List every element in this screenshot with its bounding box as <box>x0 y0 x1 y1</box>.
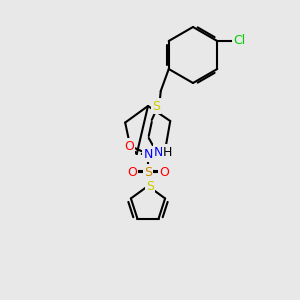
Text: S: S <box>152 100 160 112</box>
Text: S: S <box>144 166 152 178</box>
Text: N: N <box>154 146 164 158</box>
Text: N: N <box>143 148 153 160</box>
Text: O: O <box>127 166 137 178</box>
Text: H: H <box>163 146 172 158</box>
Text: O: O <box>124 140 134 152</box>
Text: Cl: Cl <box>233 34 245 47</box>
Text: O: O <box>159 166 169 178</box>
Text: S: S <box>146 179 154 193</box>
